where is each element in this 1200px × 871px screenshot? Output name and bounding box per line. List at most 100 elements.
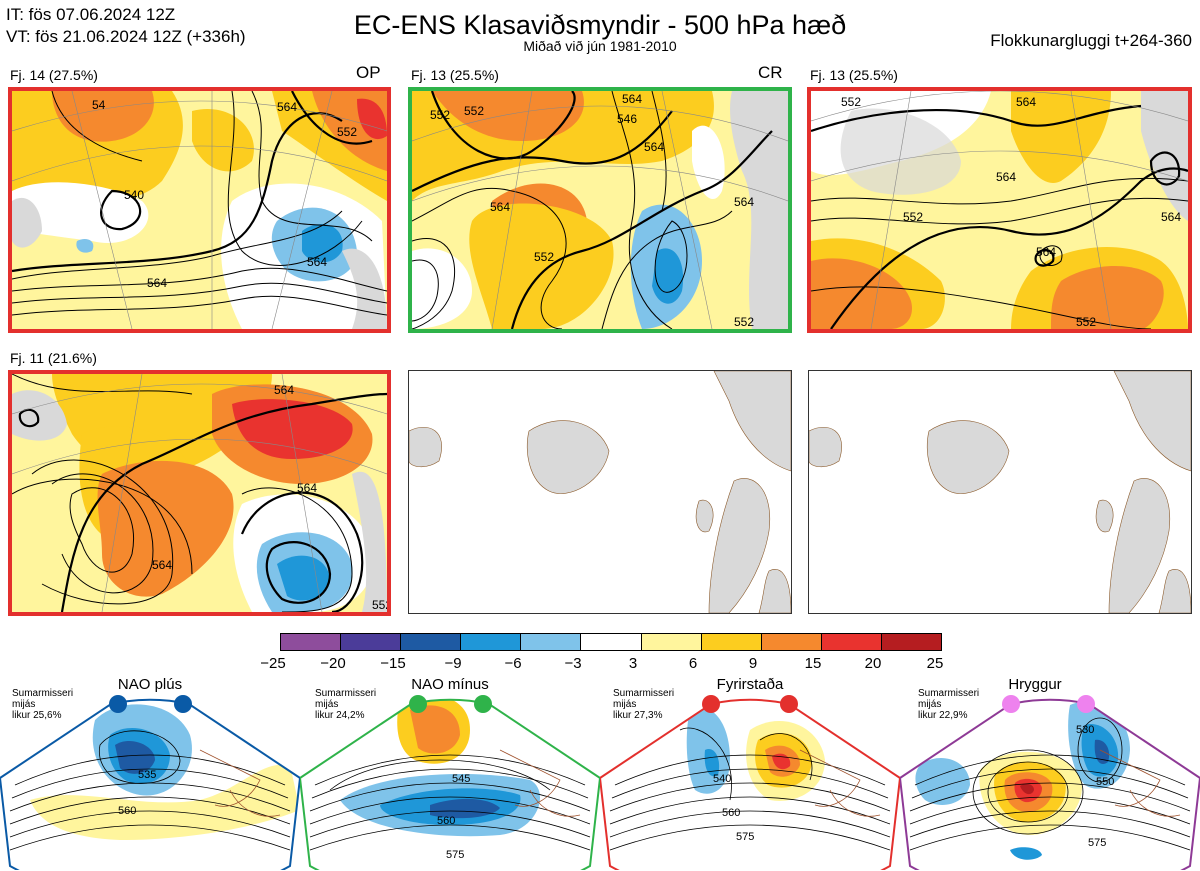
panel-4-contour-label: 564 <box>297 481 317 495</box>
colorbar-tick: 20 <box>864 655 882 672</box>
regime-2-marker <box>474 695 492 713</box>
regime-3-title: Fyrirstaða <box>716 676 784 693</box>
colorbar-tick: −20 <box>320 655 346 672</box>
regime-likur: likur 24,2% <box>315 710 365 721</box>
init-time: IT: fös 07.06.2024 12Z <box>6 5 176 24</box>
colorbar-swatch <box>521 634 582 650</box>
colorbar-tick: −25 <box>260 655 286 672</box>
regime-4-map: 530 550 575 <box>900 695 1200 870</box>
regime-3-map: 540 560 575 <box>600 695 900 870</box>
panel-2-label: Fj. 13 (25.5%) <box>411 67 499 83</box>
cluster-map-1: 540 564 564 564 552 54 <box>8 87 391 333</box>
panel-4-contour-label: 552 <box>372 598 387 612</box>
regime-mean: mijás <box>12 699 36 710</box>
regime-2-contour-label: 545 <box>452 773 470 785</box>
regime-likur: likur 22,9% <box>918 710 968 721</box>
cluster-map-3: 564 564 552 564 564 552 552 <box>807 87 1192 333</box>
colorbar-tick: 3 <box>628 655 638 672</box>
regime-4-title: Hryggur <box>1008 676 1062 693</box>
colorbar-swatch <box>761 634 822 650</box>
regime-likur: likur 25,6% <box>12 710 62 721</box>
panel-1-contour-label: 564 <box>307 255 327 269</box>
panel-3-contour-label: 552 <box>1076 315 1096 329</box>
regime-4-contour-label: 530 <box>1076 724 1094 736</box>
regime-3-info: Sumarmisseri mijás likur 27,3% <box>613 688 674 721</box>
empty-map-5 <box>408 370 792 614</box>
panel-2-contour-label: 552 <box>464 104 484 118</box>
panel-2-contour-label: 564 <box>622 92 642 106</box>
colorbar-tick: 6 <box>688 655 698 672</box>
regime-4-contour-label: 550 <box>1096 776 1114 788</box>
regime-2-title: NAO mínus <box>411 676 489 693</box>
colorbar-swatch <box>341 634 402 650</box>
colorbar-tick: 9 <box>748 655 758 672</box>
page-title: EC-ENS Klasaviðsmyndir - 500 hPa hæð <box>353 10 847 40</box>
panel-2-contour-label: 564 <box>734 195 754 209</box>
colorbar-tick: 25 <box>926 655 944 672</box>
panel-3-contour-label: 552 <box>841 95 861 109</box>
colorbar-swatch <box>281 634 342 650</box>
regime-mean: mijás <box>613 699 637 710</box>
regime-2-contour-label: 575 <box>446 849 464 861</box>
panel-3-label: Fj. 13 (25.5%) <box>810 67 898 83</box>
regime-1-contour-label: 535 <box>138 769 156 781</box>
panel-4-contour-label: 564 <box>152 558 172 572</box>
panel-3-contour-label: 564 <box>1161 210 1181 224</box>
regime-season: Sumarmisseri <box>918 688 980 699</box>
panel-2-contour-label: 564 <box>490 200 510 214</box>
regime-3-marker <box>702 695 720 713</box>
valid-time: VT: fös 21.06.2024 12Z (+336h) <box>6 27 246 46</box>
regime-1-contour-label: 560 <box>118 805 136 817</box>
regime-1-map: 535 560 <box>0 695 300 870</box>
regime-season: Sumarmisseri <box>613 688 675 699</box>
cluster-map-4: 564 564 564 552 <box>8 370 391 616</box>
colorbar-swatch <box>701 634 762 650</box>
regime-4-contour-label: 575 <box>1088 837 1106 849</box>
colorbar-tick: −15 <box>380 655 406 672</box>
panel-4-contour-label: 564 <box>274 383 294 397</box>
regime-2-marker <box>409 695 427 713</box>
colorbar-swatch <box>881 634 942 650</box>
empty-map-6 <box>808 370 1192 614</box>
regime-3-contour-label: 575 <box>736 831 754 843</box>
regime-4-marker <box>1077 695 1095 713</box>
panel-1-contour-label: 54 <box>92 98 106 112</box>
colorbar-swatch <box>401 634 462 650</box>
regime-4-marker <box>1002 695 1020 713</box>
regime-3-contour-label: 560 <box>722 807 740 819</box>
regime-1-info: Sumarmisseri mijás likur 25,6% <box>12 688 73 721</box>
colorbar-tick: −6 <box>504 655 522 672</box>
colorbar-swatch <box>461 634 522 650</box>
colorbar <box>280 633 942 651</box>
regime-4-info: Sumarmisseri mijás likur 22,9% <box>918 688 979 721</box>
colorbar-swatch <box>641 634 702 650</box>
regime-1-marker <box>174 695 192 713</box>
regime-likur: likur 27,3% <box>613 710 663 721</box>
regime-2-map: 545 560 575 <box>300 695 600 870</box>
panel-2-tag: CR <box>758 63 783 82</box>
panel-1-contour-label: 564 <box>147 276 167 290</box>
regime-2-contour-label: 560 <box>437 815 455 827</box>
regime-2-info: Sumarmisseri mijás likur 24,2% <box>315 688 376 721</box>
regime-3-marker <box>780 695 798 713</box>
cluster-map-2: 564 546 552 552 564 552 564 564 552 <box>408 87 792 333</box>
page-subtitle: Miðað við jún 1981-2010 <box>523 38 677 54</box>
classification-window: Flokkunargluggi t+264-360 <box>990 31 1192 50</box>
panel-3-contour-label: 564 <box>1016 95 1036 109</box>
panel-1-contour-label: 540 <box>124 188 144 202</box>
regime-mean: mijás <box>315 699 339 710</box>
colorbar-swatch <box>821 634 882 650</box>
panel-2-contour-label: 552 <box>734 315 754 329</box>
panel-1-contour-label: 564 <box>277 100 297 114</box>
colorbar-tick: −9 <box>444 655 462 672</box>
panel-3-contour-label: 564 <box>1036 245 1056 259</box>
panel-1-label: Fj. 14 (27.5%) <box>10 67 98 83</box>
header-info: IT: fös 07.06.2024 12Z VT: fös 21.06.202… <box>6 4 246 48</box>
colorbar-swatch <box>581 634 642 650</box>
panel-2-contour-label: 552 <box>534 250 554 264</box>
panel-2-contour-label: 564 <box>644 140 664 154</box>
regime-mean: mijás <box>918 699 942 710</box>
panel-3-contour-label: 564 <box>996 170 1016 184</box>
colorbar-tick: −3 <box>564 655 582 672</box>
regime-season: Sumarmisseri <box>12 688 74 699</box>
